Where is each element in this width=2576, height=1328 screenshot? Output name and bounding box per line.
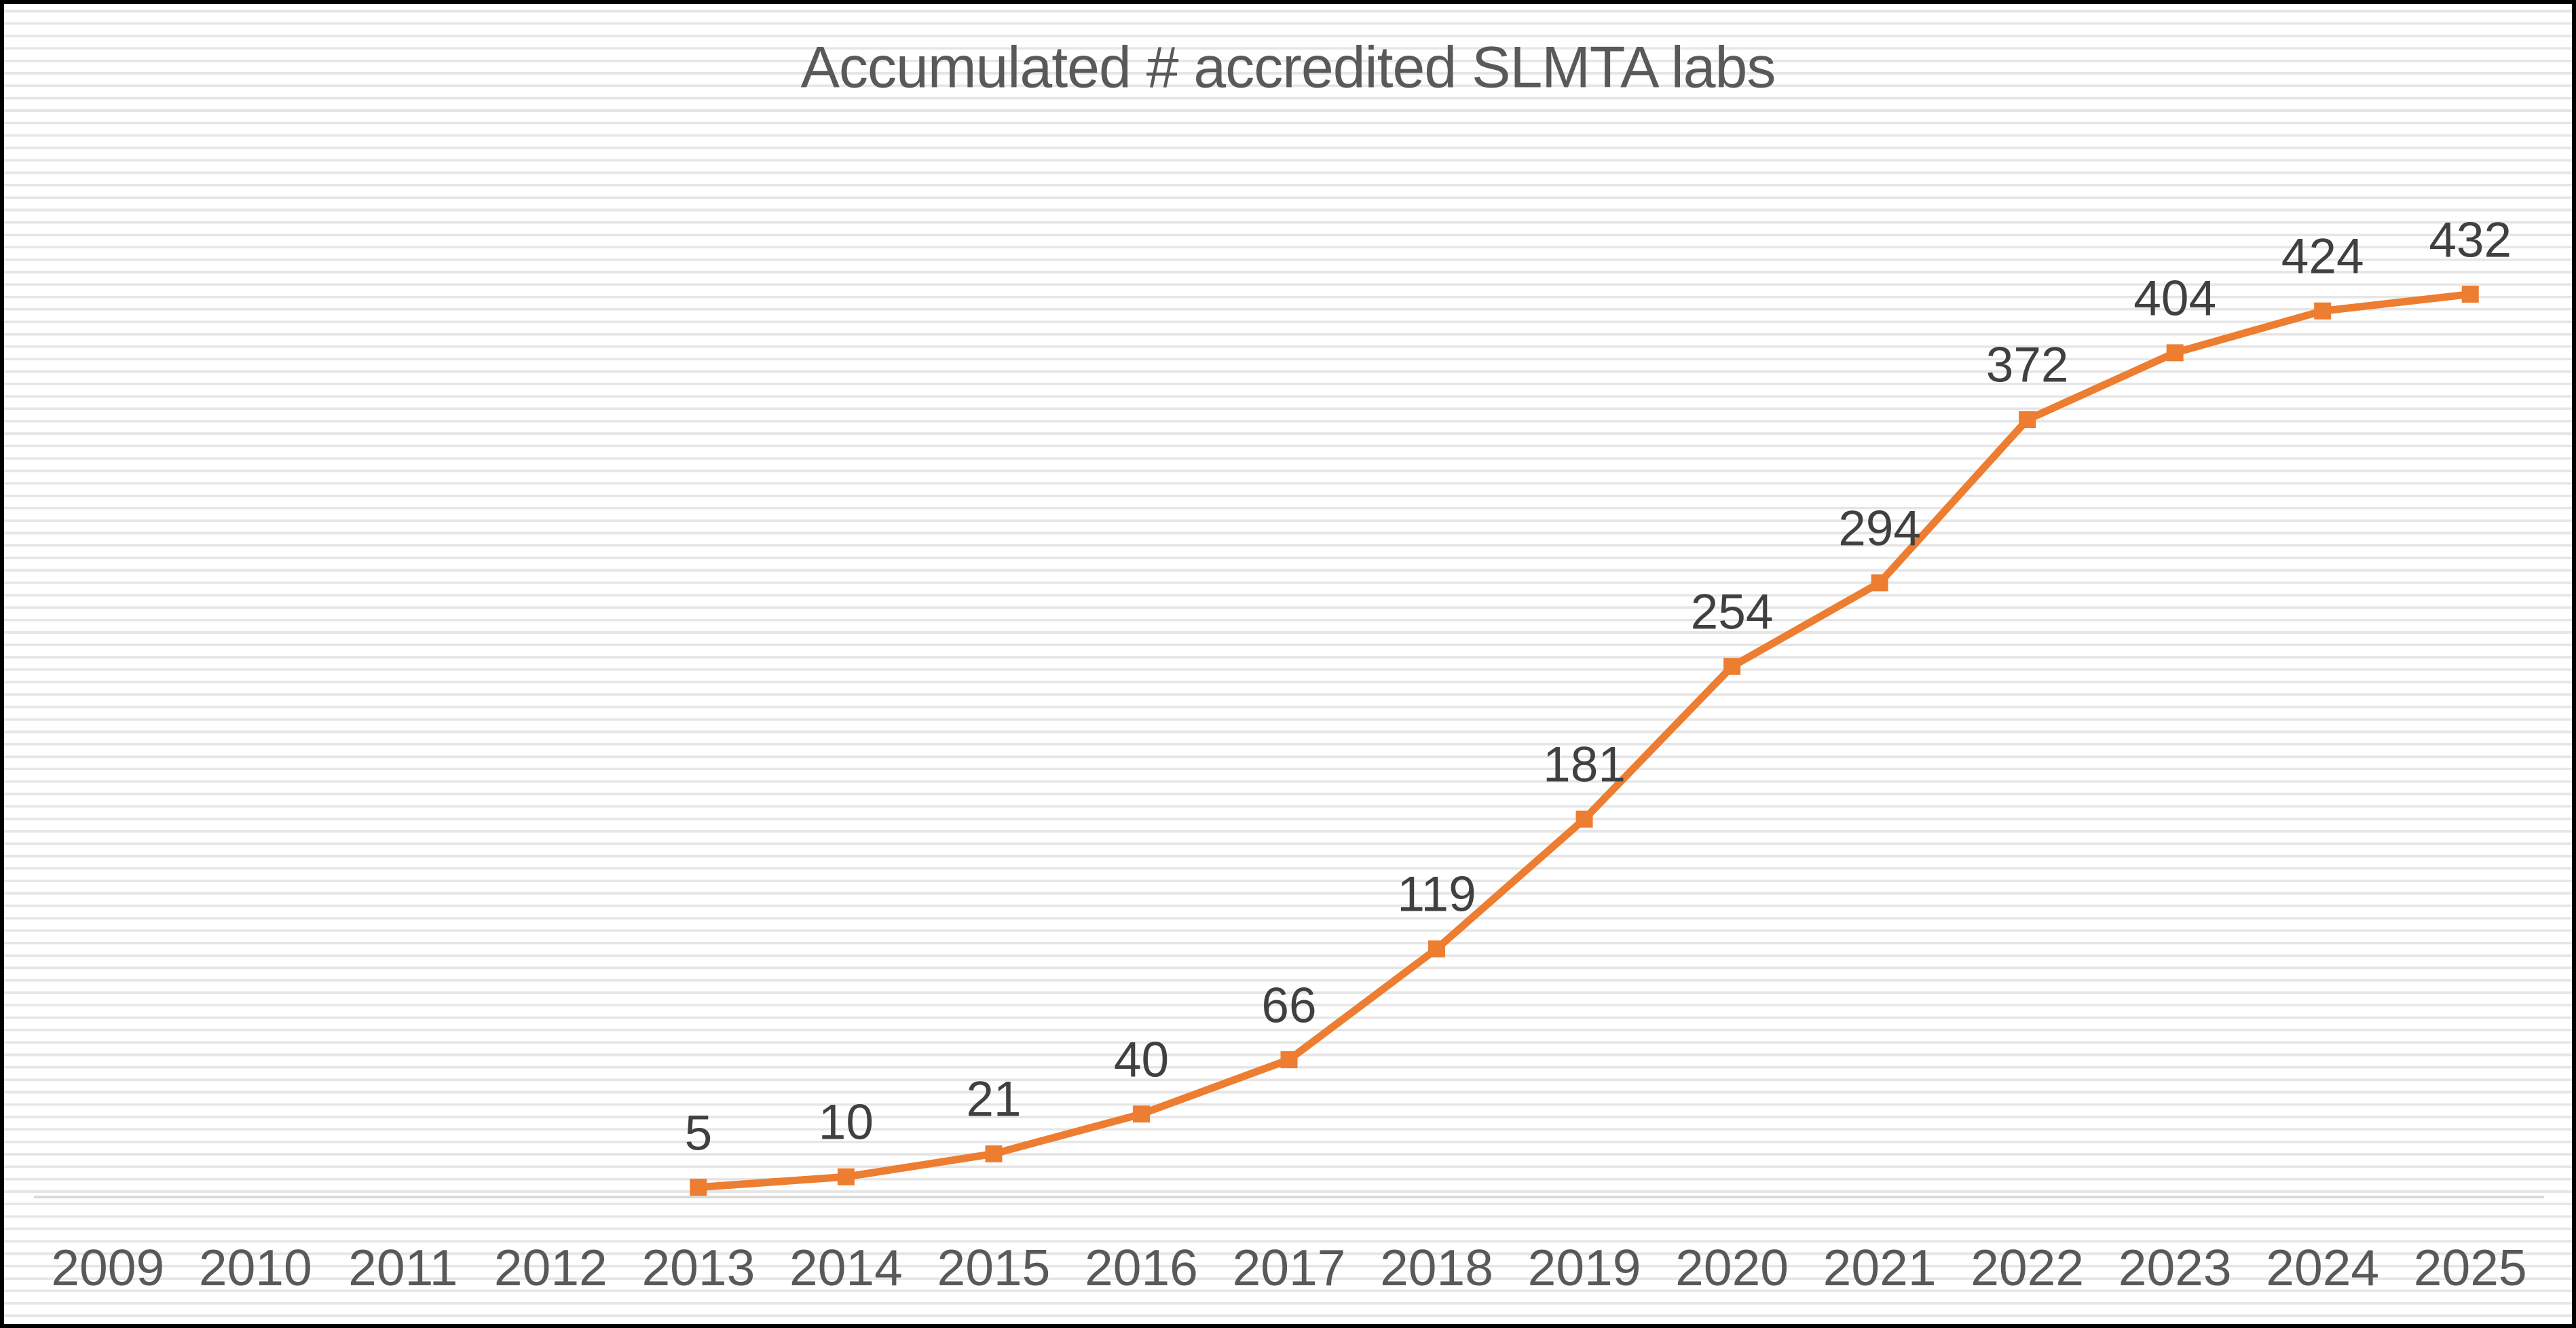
x-axis-label: 2020 (1675, 1239, 1789, 1296)
data-label: 119 (1397, 867, 1476, 922)
data-label: 181 (1543, 737, 1626, 793)
data-point-marker (2461, 286, 2479, 303)
data-label: 294 (1838, 501, 1922, 556)
data-label: 432 (2429, 212, 2512, 268)
data-point-marker (1871, 574, 1888, 592)
x-axis-label: 2023 (2118, 1239, 2232, 1296)
data-point-marker (985, 1145, 1003, 1162)
data-point-marker (2019, 411, 2036, 428)
x-axis-label: 2013 (641, 1239, 755, 1296)
data-point-marker (1132, 1105, 1150, 1123)
x-axis-label: 2018 (1380, 1239, 1493, 1296)
x-axis-label: 2022 (1971, 1239, 2085, 1296)
data-label: 21 (966, 1071, 1022, 1127)
data-point-marker (1575, 810, 1593, 828)
x-axis-label: 2014 (789, 1239, 903, 1296)
x-axis-label: 2011 (348, 1239, 458, 1296)
data-label: 424 (2281, 229, 2364, 284)
x-axis-label: 2012 (493, 1239, 608, 1296)
x-axis-label: 2015 (937, 1239, 1051, 1296)
data-label: 404 (2133, 271, 2217, 326)
data-label: 40 (1113, 1032, 1170, 1088)
x-axis-label: 2010 (198, 1239, 312, 1296)
chart-title: Accumulated # accredited SLMTA labs (800, 35, 1776, 100)
x-axis-label: 2021 (1823, 1239, 1937, 1296)
data-point-marker (1428, 940, 1446, 957)
data-point-marker (837, 1168, 855, 1185)
data-label: 10 (818, 1095, 874, 1150)
data-point-marker (2166, 344, 2184, 362)
x-axis-label: 2019 (1527, 1239, 1641, 1296)
data-point-marker (690, 1179, 707, 1196)
data-label: 5 (684, 1105, 713, 1161)
data-point-marker (2314, 302, 2332, 320)
x-axis-label: 2009 (51, 1239, 165, 1296)
data-point-marker (1280, 1051, 1298, 1069)
data-label: 254 (1690, 584, 1774, 640)
data-label: 66 (1261, 978, 1317, 1033)
data-label: 372 (1985, 337, 2069, 393)
data-point-marker (1723, 658, 1741, 675)
x-axis-label: 2017 (1232, 1239, 1346, 1296)
x-axis-label: 2016 (1085, 1239, 1198, 1296)
x-axis-label: 2024 (2266, 1239, 2380, 1296)
x-axis-label: 2025 (2413, 1239, 2527, 1296)
